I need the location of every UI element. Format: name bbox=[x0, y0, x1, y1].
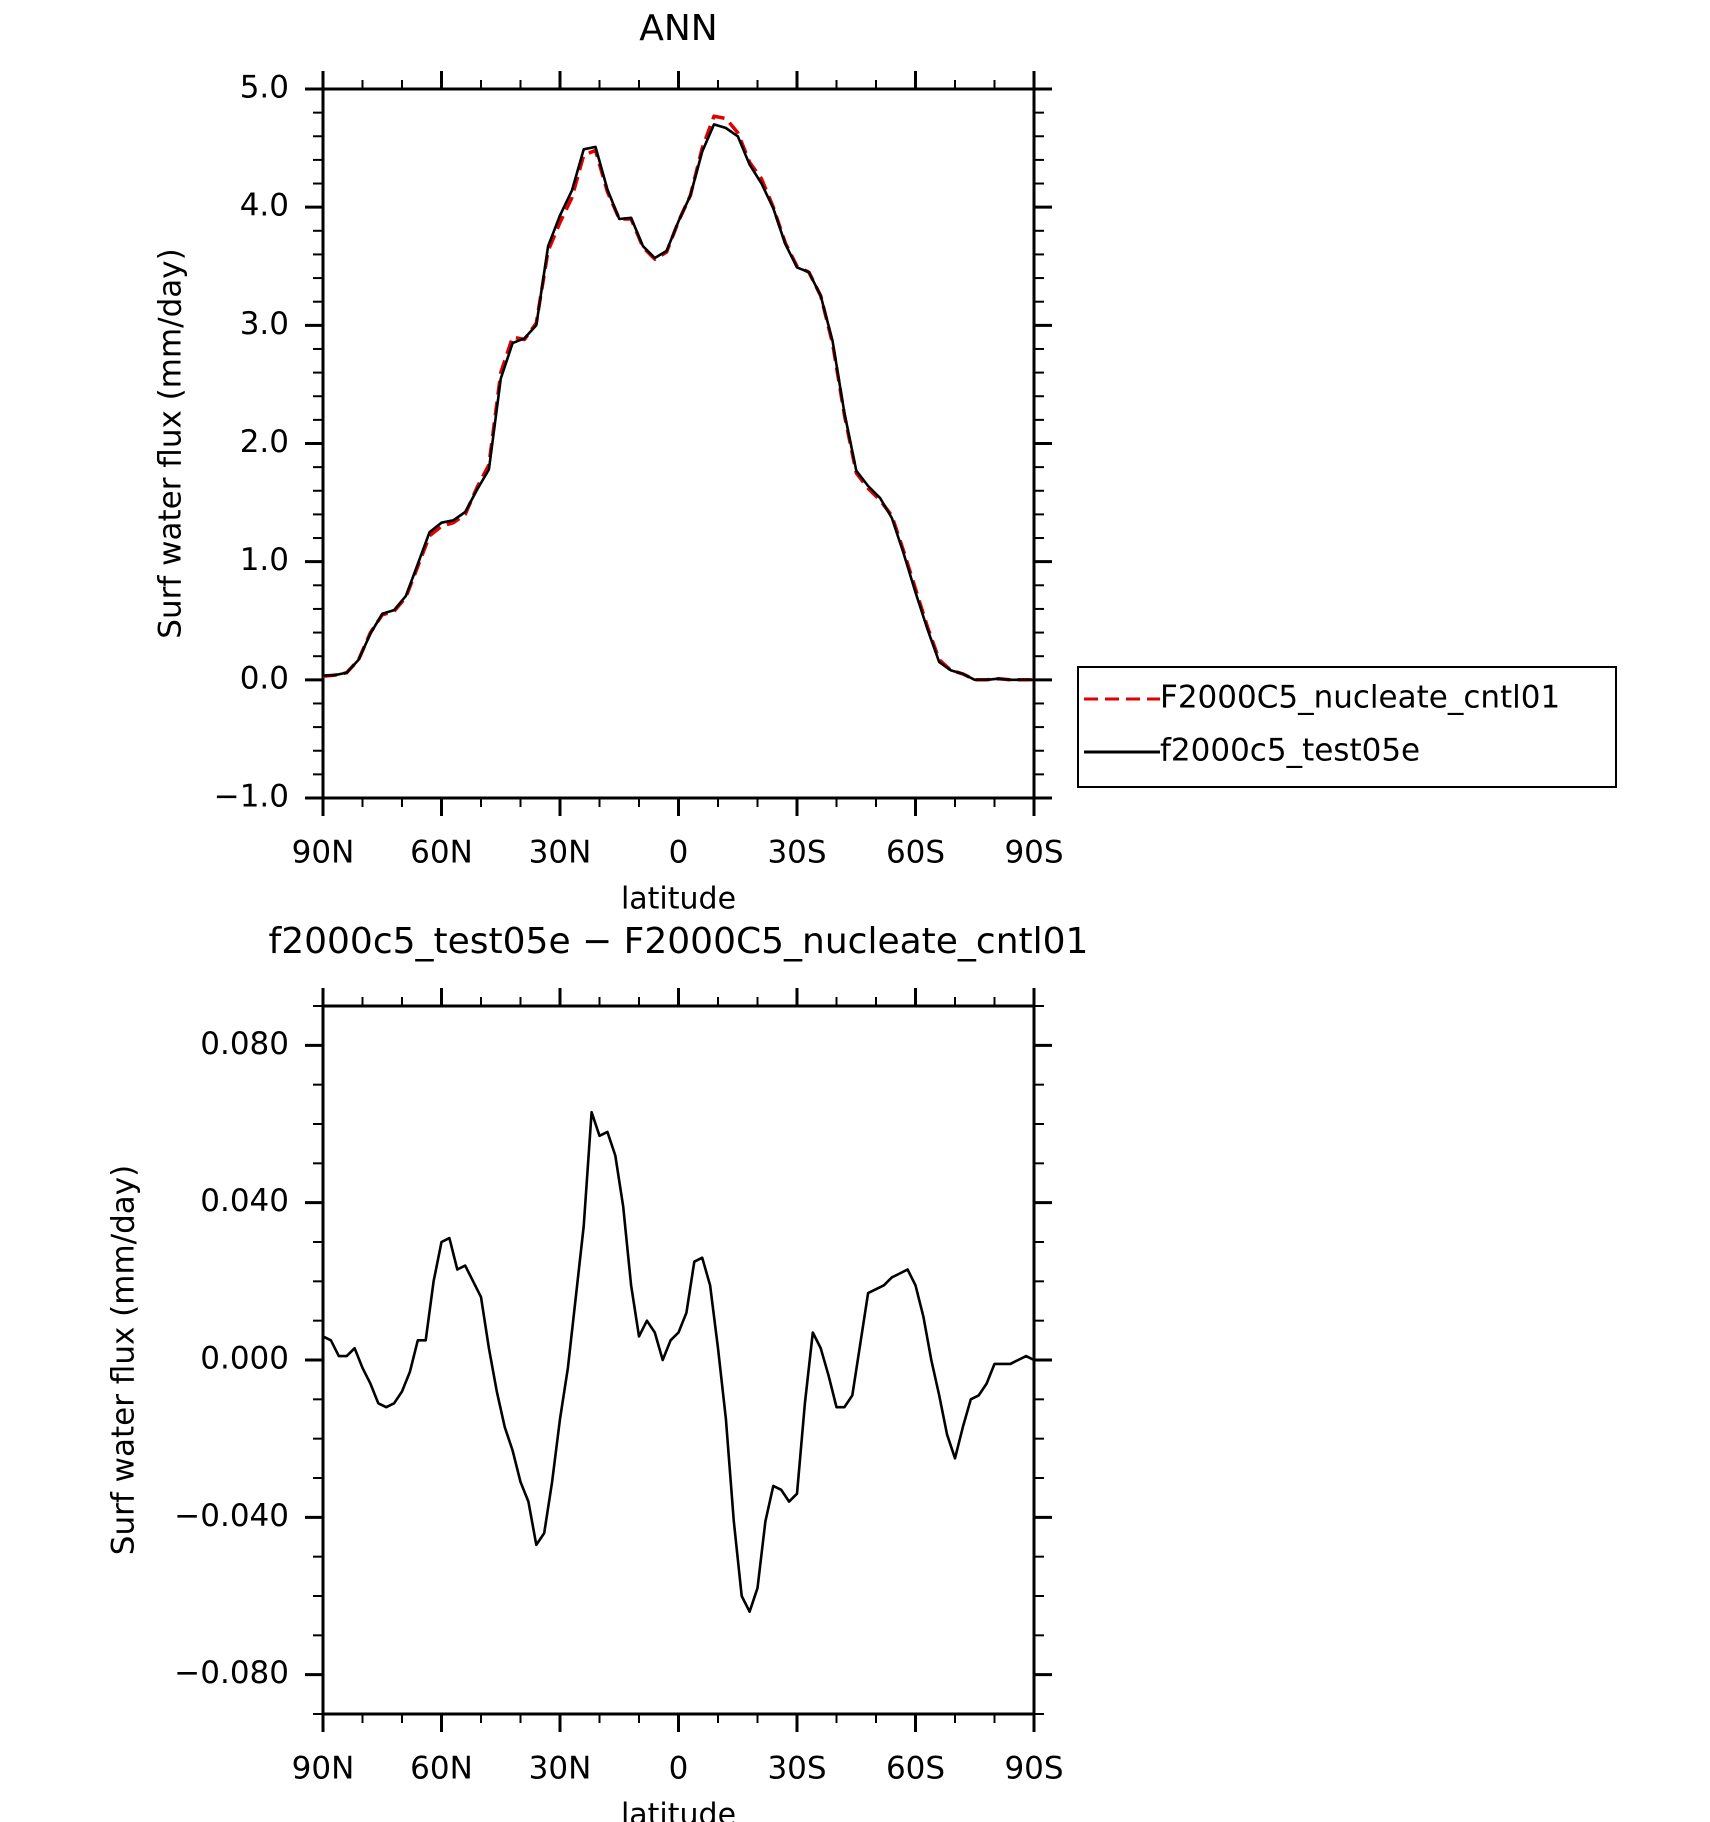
x-tick-label: 90N bbox=[292, 835, 355, 871]
x-tick-label: 60S bbox=[886, 1751, 945, 1787]
x-axis-label: latitude bbox=[621, 1798, 736, 1822]
y-tick-label: 0.040 bbox=[200, 1183, 289, 1219]
y-axis-label: Surf water flux (mm/day) bbox=[106, 1165, 142, 1555]
series-line-difference bbox=[322, 1110, 1035, 1613]
y-tick-label: 0.000 bbox=[200, 1341, 289, 1377]
plot-frame bbox=[321, 87, 1036, 800]
x-tick-label: 0 bbox=[669, 1751, 689, 1787]
x-tick-label: 30S bbox=[767, 835, 826, 871]
y-tick-label: 1.0 bbox=[240, 542, 289, 578]
legend-label: f2000c5_test05e bbox=[1160, 733, 1420, 769]
y-tick-label: 3.0 bbox=[240, 306, 289, 342]
y-tick-label: −1.0 bbox=[214, 779, 289, 815]
y-tick-label: −0.040 bbox=[174, 1498, 289, 1534]
x-axis-label: latitude bbox=[621, 882, 736, 917]
y-tick-label: 0.0 bbox=[240, 660, 289, 696]
y-tick-label: 2.0 bbox=[240, 424, 289, 460]
legend-box bbox=[1077, 666, 1617, 788]
x-tick-label: 0 bbox=[669, 835, 689, 871]
x-tick-label: 90S bbox=[1004, 835, 1063, 871]
x-tick-label: 60N bbox=[410, 1751, 473, 1787]
series-line-f2000c5-nucleate-cntl01 bbox=[322, 114, 1034, 682]
chart-title: ANN bbox=[639, 8, 718, 49]
x-tick-label: 30S bbox=[767, 1751, 826, 1787]
x-tick-label: 90N bbox=[292, 1751, 355, 1787]
x-tick-label: 90S bbox=[1004, 1751, 1063, 1787]
legend-label: F2000C5_nucleate_cntl01 bbox=[1160, 680, 1560, 716]
chart-title: f2000c5_test05e − F2000C5_nucleate_cntl0… bbox=[269, 921, 1089, 962]
x-tick-label: 60N bbox=[410, 835, 473, 871]
y-tick-label: 4.0 bbox=[240, 188, 289, 224]
series-line-f2000c5-test05e bbox=[322, 123, 1034, 682]
x-tick-label: 30N bbox=[529, 1751, 592, 1787]
y-tick-label: 5.0 bbox=[240, 70, 289, 106]
chart-bottom: f2000c5_test05e − F2000C5_nucleate_cntl0… bbox=[106, 921, 1089, 1822]
plot-frame bbox=[321, 1004, 1036, 1716]
y-axis-label: Surf water flux (mm/day) bbox=[153, 248, 189, 638]
y-tick-label: 0.080 bbox=[200, 1026, 289, 1062]
x-tick-label: 30N bbox=[529, 835, 592, 871]
y-tick-label: −0.080 bbox=[174, 1655, 289, 1691]
x-tick-label: 60S bbox=[886, 835, 945, 871]
